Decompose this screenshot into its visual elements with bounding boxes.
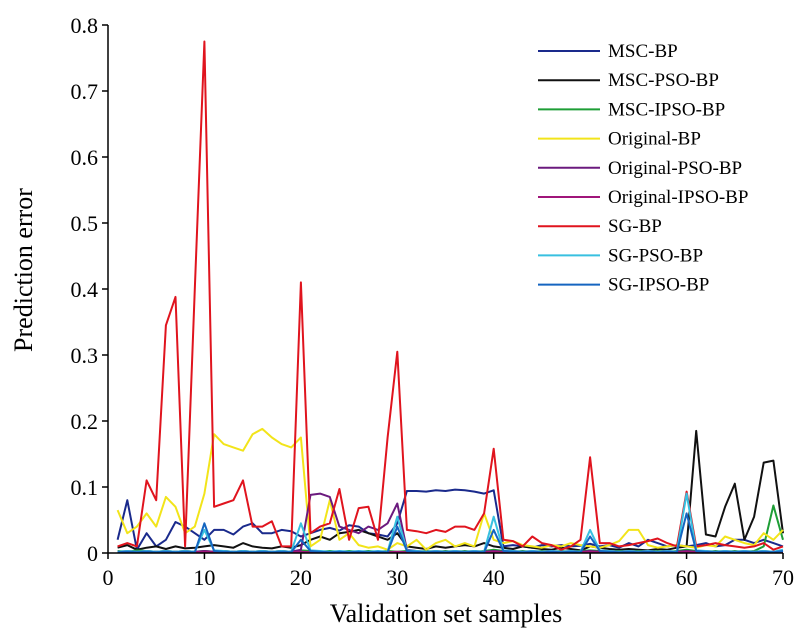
x-tick-label: 70 (772, 565, 794, 590)
y-tick-label: 0.6 (71, 145, 99, 170)
legend-label-8: SG-PSO-BP (608, 245, 703, 266)
y-axis-title: Prediction error (9, 188, 38, 352)
legend-label-5: Original-PSO-BP (608, 158, 742, 179)
x-tick-label: 30 (386, 565, 408, 590)
series-line-2 (117, 429, 784, 552)
x-tick-label: 40 (483, 565, 505, 590)
x-tick-label: 20 (290, 565, 312, 590)
y-tick-label: 0.4 (71, 277, 99, 302)
legend-label-7: SG-BP (608, 216, 662, 237)
y-tick-label: 0.1 (71, 475, 99, 500)
series-layer (116, 40, 784, 554)
axes-layer: 0 10 20 30 40 50 60 70 0 0.1 0.2 0.3 0.4 0.5 0.6 0.7 0.8 (71, 13, 795, 590)
legend-label-9: SG-IPSO-BP (608, 275, 709, 296)
y-tick-label: 0.5 (71, 211, 99, 236)
legend-label-3: MSC-IPSO-BP (608, 99, 725, 120)
y-tick-label: 0.7 (71, 79, 99, 104)
legend: MSC-BP MSC-PSO-BP MSC-IPSO-BP Original-BP Or… (538, 41, 748, 296)
legend-label-4: Original-BP (608, 129, 701, 150)
y-tick-label: 0 (87, 541, 98, 566)
y-tick-label: 0.3 (71, 343, 99, 368)
y-tick-label: 0.2 (71, 409, 99, 434)
legend-label-2: MSC-PSO-BP (608, 70, 719, 91)
x-tick-label: 50 (579, 565, 601, 590)
x-tick-label: 10 (193, 565, 215, 590)
x-axis-title: Validation set samples (330, 599, 563, 628)
y-tick-label: 0.8 (71, 13, 99, 38)
legend-label-6: Original-IPSO-BP (608, 187, 748, 208)
series-line-9 (117, 512, 784, 554)
x-tick-label: 60 (676, 565, 698, 590)
legend-label-1: MSC-BP (608, 41, 678, 62)
x-tick-label: 0 (103, 565, 114, 590)
series-line-7 (117, 40, 784, 551)
